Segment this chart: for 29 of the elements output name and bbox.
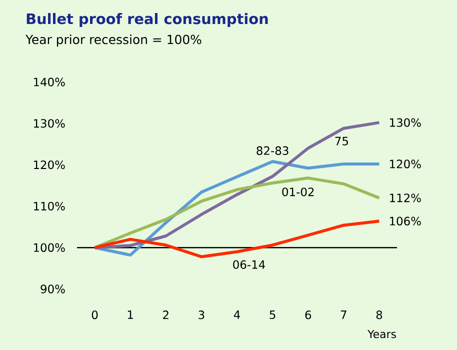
series-label: 75	[335, 136, 348, 146]
line-series	[93, 176, 381, 250]
data-label: 112%	[390, 194, 421, 202]
y-tick-label: 100%	[34, 243, 65, 252]
series-label: 01-02	[282, 188, 314, 196]
chart-subtitle: Year prior recession = 100%	[25, 34, 202, 47]
x-tick-label: 4	[234, 310, 240, 319]
line-series	[93, 220, 381, 258]
chart-title: Bullet proof real consumption	[26, 13, 268, 27]
data-label: 106%	[390, 216, 421, 226]
x-tick-label: 8	[376, 310, 382, 320]
x-tick-label: 7	[340, 310, 346, 319]
x-tick-label: 2	[163, 310, 168, 320]
line-series	[93, 160, 381, 257]
y-tick-label: 120%	[34, 160, 65, 170]
y-tick-label: 130%	[34, 119, 65, 128]
y-tick-label: 90%	[40, 284, 65, 294]
series-label: 06-14	[233, 260, 265, 269]
data-label: 130%	[390, 118, 421, 127]
x-axis-title: Years	[368, 330, 396, 338]
x-tick-label: 3	[198, 310, 204, 320]
series-label: 82-83	[256, 146, 288, 155]
x-tick-label: 5	[270, 310, 276, 320]
y-tick-label: 110%	[34, 202, 65, 211]
x-tick-label: 6	[305, 310, 312, 320]
y-tick-label: 140%	[34, 78, 65, 86]
x-tick-label: 1	[128, 310, 133, 319]
x-tick-label: 0	[92, 310, 98, 320]
data-label: 120%	[390, 160, 421, 168]
